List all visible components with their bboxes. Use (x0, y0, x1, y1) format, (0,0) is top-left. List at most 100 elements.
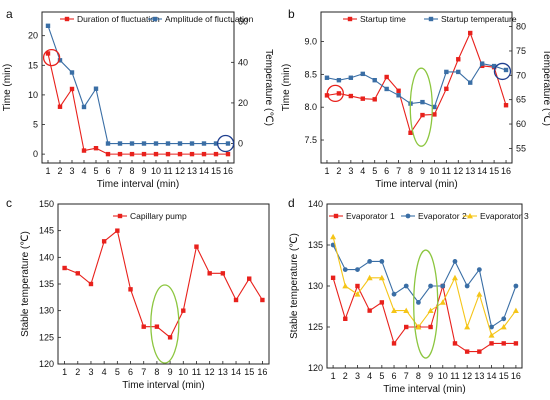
x-tick-label: 15 (489, 166, 499, 176)
panel-label: b (288, 7, 295, 21)
data-point (420, 112, 425, 118)
x-tick-label: 4 (102, 367, 107, 377)
data-point (117, 151, 123, 157)
data-point (154, 324, 160, 329)
data-point (428, 324, 433, 330)
data-point (57, 58, 63, 63)
highlight-ellipse (413, 249, 439, 359)
data-point (479, 61, 485, 66)
y-axis-label: Time (min) (281, 64, 292, 111)
data-point (93, 86, 99, 91)
data-point (189, 151, 195, 157)
data-point (427, 307, 434, 313)
y-right-tick-label: 70 (516, 70, 526, 80)
chart-panel-c: c1 2 3 4 5 6 7 8 9 10 11 12 13 14 15 161201251301351401… (6, 196, 270, 391)
x-tick-label: 6 (128, 367, 133, 377)
data-point (416, 300, 421, 305)
x-tick-label: 3 (348, 166, 353, 176)
x-tick-label: 14 (477, 166, 487, 176)
legend-marker (467, 213, 473, 219)
x-tick-label: 12 (175, 166, 185, 176)
data-point (177, 141, 183, 146)
data-point (489, 324, 494, 330)
x-axis-label: Time interval (min) (375, 179, 457, 190)
data-point (330, 233, 337, 240)
data-point (379, 300, 385, 305)
data-point (420, 99, 425, 105)
y-right-tick-label: 40 (238, 57, 248, 67)
data-point (93, 145, 99, 151)
y-tick-label: 140 (308, 199, 323, 209)
data-point (225, 141, 231, 146)
x-tick-label: 2 (57, 166, 62, 176)
data-point (372, 97, 377, 102)
x-tick-label: 8 (154, 367, 159, 377)
x-tick-label: 6 (105, 166, 110, 176)
data-point (129, 151, 135, 157)
x-tick-label: 13 (465, 166, 475, 176)
data-point (396, 93, 401, 98)
data-point (141, 324, 146, 329)
y-tick-label: 135 (308, 240, 323, 250)
data-point (165, 141, 171, 146)
series-1 (45, 51, 231, 157)
y-tick-label: 130 (308, 281, 323, 291)
data-point (488, 332, 495, 338)
data-point (444, 86, 449, 92)
y-right-axis-label: Temperature (℃) (541, 49, 550, 126)
series-1 (62, 228, 265, 340)
x-tick-label: 11 (450, 371, 459, 381)
series-1 (330, 275, 519, 354)
data-point (45, 51, 51, 56)
highlight-circle (216, 134, 235, 153)
legend-entry: Capillary pump (113, 211, 187, 221)
data-point (415, 324, 422, 330)
y-tick-label: 7.5 (304, 135, 317, 145)
data-point (367, 308, 372, 313)
highlight-circle (326, 84, 344, 103)
x-tick-label: 8 (416, 371, 421, 381)
x-tick-label: 5 (115, 367, 120, 377)
x-tick-label: 9 (420, 166, 425, 176)
data-point (396, 88, 401, 93)
x-tick-label: 2 (75, 367, 80, 377)
legend-marker (405, 213, 411, 219)
y-right-tick-label: 0 (238, 139, 243, 149)
data-point (354, 291, 361, 297)
legend-marker (117, 213, 123, 219)
data-point (355, 267, 360, 272)
x-tick-label: 14 (487, 371, 497, 381)
y-right-tick-label: 20 (238, 98, 248, 108)
data-point (167, 335, 173, 340)
x-tick-label: 13 (218, 367, 228, 377)
data-point (452, 341, 458, 346)
data-point (336, 91, 342, 96)
data-point (201, 151, 207, 157)
data-point (464, 324, 471, 330)
data-point (348, 75, 354, 80)
data-point (501, 341, 506, 346)
data-point (336, 77, 342, 83)
x-tick-label: 1 (331, 371, 336, 381)
y-tick-label: 15 (28, 60, 38, 70)
y-right-tick-label: 75 (516, 46, 526, 56)
y-right-tick-label: 60 (516, 119, 526, 129)
x-tick-label: 4 (360, 166, 365, 176)
y-tick-label: 150 (39, 199, 54, 209)
x-tick-label: 14 (231, 367, 241, 377)
data-point (384, 86, 389, 92)
y-tick-label: 135 (39, 279, 54, 289)
highlight-circle (42, 48, 61, 67)
data-point (513, 341, 519, 346)
x-tick-label: 4 (367, 371, 372, 381)
legend-marker (347, 16, 353, 22)
y-tick-label: 120 (39, 359, 54, 369)
data-point (500, 324, 507, 330)
plot-frame (320, 11, 513, 164)
series-2 (45, 23, 231, 146)
x-tick-label: 1 (324, 166, 329, 176)
x-tick-label: 8 (129, 166, 134, 176)
data-point (468, 80, 473, 85)
x-tick-label: 9 (168, 367, 173, 377)
y-tick-label: 125 (308, 322, 323, 332)
